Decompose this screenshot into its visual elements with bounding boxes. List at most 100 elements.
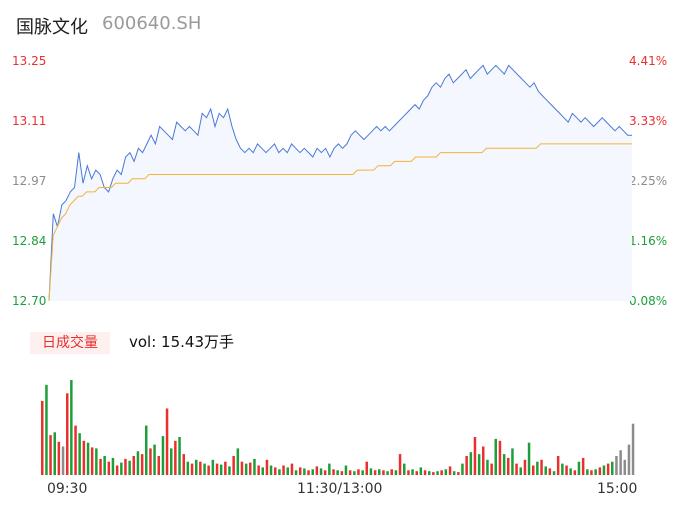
volume-bar bbox=[145, 425, 148, 475]
volume-bar bbox=[136, 451, 140, 476]
volume-bar bbox=[282, 465, 285, 475]
volume-bar bbox=[515, 463, 518, 475]
volume-bar bbox=[369, 468, 373, 476]
volume-bar bbox=[124, 458, 127, 476]
volume-bar bbox=[552, 471, 556, 475]
volume-bar bbox=[45, 384, 48, 476]
volume-value: vol: 15.43万手 bbox=[129, 333, 234, 351]
daily-volume-badge[interactable]: 日成交量 bbox=[30, 332, 110, 354]
volume-bar bbox=[311, 469, 314, 475]
pct-axis-label-2: 2.25% bbox=[629, 174, 668, 188]
volume-bar bbox=[586, 469, 589, 475]
price-area-fill bbox=[49, 65, 632, 302]
volume-bar bbox=[519, 467, 522, 475]
volume-bar bbox=[378, 469, 381, 475]
volume-bar bbox=[182, 454, 185, 475]
volume-bar bbox=[461, 463, 464, 475]
volume-bar bbox=[615, 456, 618, 475]
volume-bar bbox=[178, 437, 181, 475]
volume-bar bbox=[111, 457, 115, 475]
volume-bar bbox=[544, 466, 547, 475]
volume-bar bbox=[86, 442, 90, 475]
volume-bar bbox=[581, 457, 585, 475]
volume-bar bbox=[473, 437, 477, 475]
volume-bar bbox=[253, 458, 256, 476]
volume-bar bbox=[498, 440, 502, 475]
volume-bar bbox=[511, 448, 514, 475]
volume-bar bbox=[527, 442, 531, 475]
volume-bar bbox=[232, 456, 235, 475]
volume-bar bbox=[465, 456, 468, 475]
volume-bar bbox=[631, 423, 635, 475]
volume-bar bbox=[565, 465, 568, 475]
volume-bar bbox=[303, 468, 306, 476]
volume-bar bbox=[61, 446, 65, 475]
volume-bar bbox=[348, 470, 352, 476]
volume-bar bbox=[556, 456, 560, 475]
volume-bar bbox=[190, 463, 194, 475]
volume-bar bbox=[78, 433, 81, 475]
volume-bar bbox=[107, 461, 111, 475]
volume-bar bbox=[602, 465, 606, 475]
average-price-line bbox=[48, 143, 632, 302]
stock-name: 国脉文化 bbox=[16, 17, 88, 38]
volume-bar bbox=[215, 463, 219, 475]
volume-bar bbox=[153, 444, 156, 475]
price-axis-label-1: 13.11 bbox=[12, 114, 47, 128]
volume-bar bbox=[411, 469, 414, 475]
volume-bar bbox=[606, 463, 610, 475]
volume-bar bbox=[482, 446, 485, 475]
volume-bar bbox=[286, 467, 289, 475]
volume-bar bbox=[74, 425, 77, 475]
volume-bar bbox=[598, 467, 602, 475]
volume-bar bbox=[174, 440, 177, 475]
volume-bar bbox=[103, 456, 106, 475]
volume-bar bbox=[623, 459, 626, 475]
volume-bar bbox=[53, 432, 56, 476]
price-line bbox=[48, 64, 632, 302]
volume-bar bbox=[486, 459, 489, 475]
volume-bar bbox=[382, 470, 385, 476]
time-label-close: 15:00 bbox=[597, 481, 638, 497]
volume-bar bbox=[490, 463, 493, 475]
volume-bar bbox=[590, 470, 593, 476]
volume-bar bbox=[344, 465, 348, 475]
volume-bar bbox=[224, 461, 227, 475]
volume-bar bbox=[507, 457, 510, 475]
volume-bar bbox=[265, 459, 269, 475]
volume-bar bbox=[373, 470, 377, 476]
volume-bar bbox=[140, 454, 144, 475]
volume-bar bbox=[390, 469, 393, 475]
volume-bar bbox=[120, 462, 123, 475]
volume-bar bbox=[207, 465, 210, 475]
volume-bar bbox=[41, 400, 44, 475]
time-label-midday: 11:30/13:00 bbox=[297, 481, 383, 497]
volume-bar bbox=[536, 461, 539, 475]
volume-bar bbox=[115, 465, 119, 475]
volume-bar bbox=[611, 461, 614, 475]
volume-bar bbox=[428, 471, 431, 475]
volume-bar bbox=[332, 469, 335, 475]
volume-bar bbox=[269, 465, 273, 475]
volume-bar bbox=[294, 470, 298, 476]
volume-bar bbox=[307, 470, 310, 476]
volume-bar bbox=[365, 461, 368, 475]
volume-bar bbox=[532, 465, 535, 475]
pct-axis-label-4: 0.08% bbox=[629, 294, 668, 308]
volume-bar bbox=[594, 469, 597, 475]
volume-bar bbox=[49, 435, 52, 475]
volume-bar bbox=[290, 463, 294, 475]
volume-bar bbox=[299, 467, 302, 475]
volume-bar bbox=[90, 447, 94, 475]
volume-bar bbox=[323, 470, 327, 476]
volume-bar bbox=[70, 380, 73, 475]
volume-bar bbox=[149, 448, 152, 475]
price-axis-label-4: 12.70 bbox=[12, 294, 47, 308]
volume-bar bbox=[386, 471, 389, 475]
volume-bar bbox=[128, 460, 131, 476]
volume-bar bbox=[261, 467, 264, 475]
volume-bar bbox=[432, 472, 435, 475]
volume-bar bbox=[244, 463, 248, 475]
volume-bar bbox=[523, 459, 527, 475]
volume-bar bbox=[573, 470, 577, 476]
